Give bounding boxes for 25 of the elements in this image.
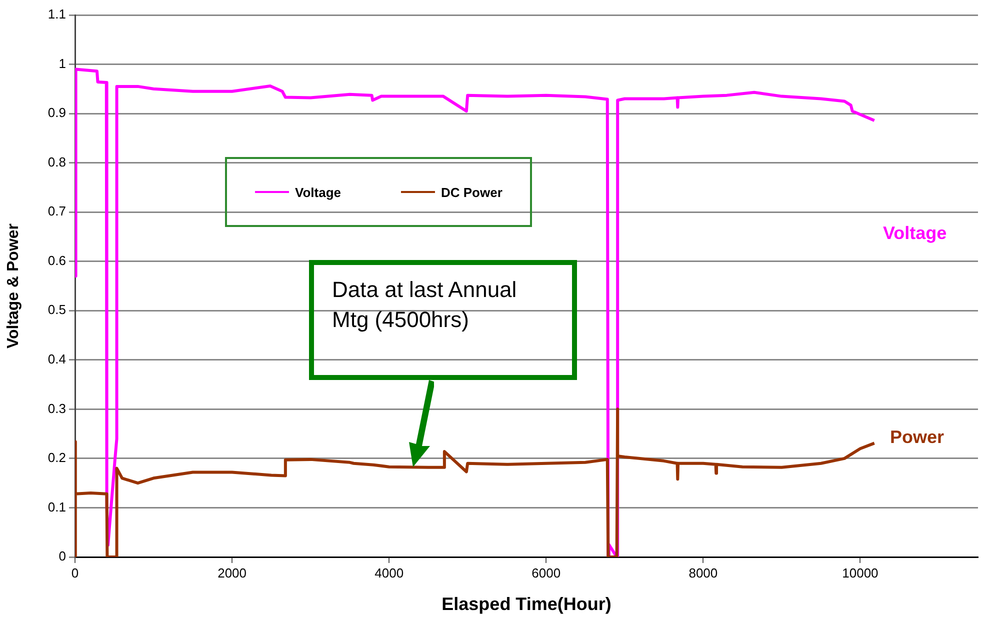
x-tick-label: 6000 [532,565,561,580]
y-tick-label: 0.3 [48,400,66,416]
x-tick-label: 8000 [688,565,718,580]
x-tick-label: 4000 [374,565,404,580]
x-axis-title: Elasped Time(Hour) [442,594,612,614]
y-tick-label: 0.8 [48,154,66,170]
legend-label: Voltage [295,184,341,200]
y-tick-label: 0.5 [48,302,66,318]
y-tick-label: 1.1 [48,6,66,22]
y-tick-label: 0.7 [48,204,66,219]
y-tick-label: 0.1 [48,499,66,514]
legend-label: DC Power [441,184,502,200]
annotation: Power [890,427,944,448]
annotation: Data at last Annual Mtg (4500hrs) [309,260,577,380]
annotation: Voltage [883,223,947,244]
y-axis-title: Voltage & Power [5,223,22,349]
y-tick-label: 1 [58,56,66,71]
y-tick-label: 0.2 [48,450,66,466]
y-tick-label: 0.9 [48,105,66,120]
y-tick-label: 0.6 [48,252,66,268]
y-tick-label: 0 [58,548,66,564]
y-tick-label: 0.4 [48,351,66,366]
x-tick-label: 2000 [218,565,247,580]
x-tick-label: 10000 [842,565,878,580]
x-tick-label: 0 [71,565,79,580]
